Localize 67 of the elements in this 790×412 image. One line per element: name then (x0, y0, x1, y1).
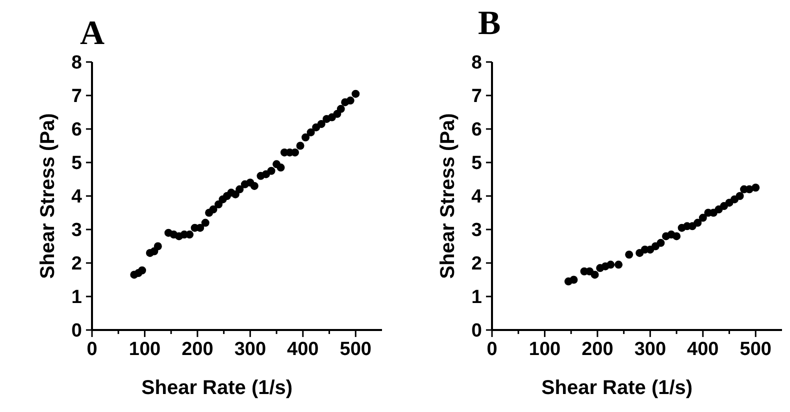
x-tick-label: 500 (740, 339, 772, 360)
point (656, 238, 665, 247)
point (698, 214, 707, 222)
x-tick-label: 0 (86, 339, 98, 360)
point (296, 142, 304, 150)
point (302, 133, 310, 142)
y-tick-label: 4 (471, 186, 482, 208)
point (352, 90, 360, 98)
y-tick-label: 6 (471, 120, 482, 141)
point (201, 218, 210, 227)
point (231, 190, 240, 198)
x-tick-label: 400 (287, 339, 319, 360)
point (752, 184, 760, 192)
point (672, 232, 681, 240)
point (236, 185, 244, 194)
x-axis-title: Shear Rate (1/s) (141, 377, 293, 399)
y-tick-label: 7 (471, 86, 482, 108)
point (291, 148, 299, 156)
y-tick-label: 2 (71, 254, 82, 275)
point (209, 205, 218, 214)
point (614, 260, 623, 269)
x-tick-label: 500 (340, 339, 372, 360)
x-tick-label: 100 (528, 339, 561, 360)
x-tick-label: 100 (128, 339, 161, 360)
point (196, 224, 204, 232)
y-tick-label: 4 (71, 186, 82, 208)
x-tick-label: 400 (687, 339, 719, 360)
y-tick-label: 1 (471, 287, 482, 308)
x-tick-label: 200 (182, 339, 214, 360)
y-tick-label: 0 (71, 320, 82, 342)
y-tick-label: 8 (71, 52, 82, 74)
point (138, 266, 146, 274)
point (186, 230, 194, 239)
point (736, 192, 744, 200)
point (590, 270, 599, 279)
y-tick-label: 3 (71, 220, 82, 242)
y-tick-label: 0 (471, 320, 482, 342)
chart-title: B (478, 5, 501, 42)
y-tick-label: 1 (71, 287, 82, 308)
x-tick-label: 0 (486, 339, 498, 360)
y-tick-label: 6 (71, 120, 82, 141)
y-axis-title: Shear Stress (Pa) (37, 113, 59, 279)
y-tick-label: 8 (471, 52, 482, 74)
point (625, 250, 634, 259)
chart-title: A (80, 15, 105, 52)
x-axis-title: Shear Rate (1/s) (541, 377, 693, 399)
point (570, 276, 578, 284)
x-tick-label: 300 (234, 339, 266, 360)
y-tick-label: 2 (471, 254, 482, 275)
point (267, 166, 276, 175)
y-tick-label: 5 (71, 153, 82, 174)
y-tick-label: 3 (471, 220, 482, 242)
y-tick-label: 5 (471, 153, 482, 174)
y-tick-label: 7 (71, 86, 82, 108)
point (606, 260, 615, 269)
point (336, 104, 345, 113)
point (214, 200, 223, 208)
point (154, 242, 162, 250)
point (250, 182, 258, 190)
point (346, 96, 354, 105)
point (306, 128, 315, 136)
point (276, 164, 285, 172)
y-axis-title: Shear Stress (Pa) (437, 113, 459, 279)
x-tick-label: 200 (582, 339, 614, 360)
point (317, 120, 326, 128)
x-tick-label: 300 (634, 339, 666, 360)
point (694, 218, 702, 227)
